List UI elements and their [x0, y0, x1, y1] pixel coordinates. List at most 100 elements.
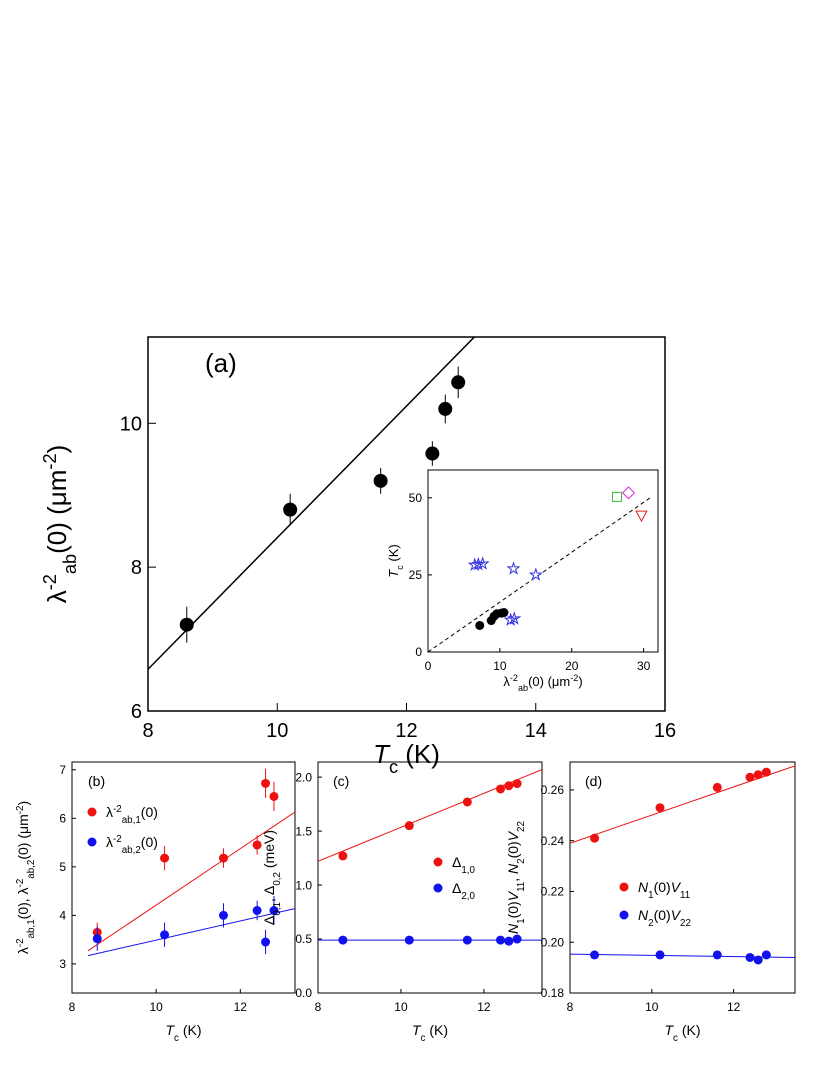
- plot-frame: [147, 336, 666, 712]
- point: [499, 608, 509, 618]
- text-part: 22: [680, 918, 691, 929]
- point: [712, 782, 722, 792]
- y-tick-label: 10: [120, 413, 142, 435]
- text-part: (K): [678, 1022, 701, 1038]
- legend-marker: [87, 807, 97, 817]
- point: [373, 473, 388, 488]
- legend-label: N1(0)V11: [638, 879, 690, 901]
- text-part: (0), λ: [15, 887, 31, 919]
- text-part: λ: [106, 804, 113, 820]
- text-part: -2: [570, 673, 578, 683]
- x-tick-label: 10: [149, 1000, 163, 1014]
- text-part: 0,1: [272, 902, 283, 916]
- text-part: ): [578, 674, 582, 689]
- point: [761, 767, 771, 777]
- x-tick-label: 12: [234, 1000, 248, 1014]
- point: [160, 930, 170, 940]
- text-part: (0): [141, 834, 158, 850]
- point: [438, 401, 453, 416]
- text-part: T: [165, 1022, 175, 1038]
- text-part: -2: [113, 804, 122, 815]
- x-tick-label: 14: [525, 720, 547, 742]
- point: [655, 950, 665, 960]
- text-part: N: [505, 863, 521, 874]
- text-part: (0): [505, 901, 521, 918]
- plot-frame: [427, 469, 659, 653]
- text-part: (K): [179, 1022, 202, 1038]
- text-part: 1,0: [461, 865, 475, 876]
- text-part: -2: [40, 453, 60, 469]
- x-tick-label: 12: [477, 1000, 491, 1014]
- text-part: ab: [518, 683, 528, 693]
- point: [462, 935, 472, 945]
- point: [252, 906, 262, 915]
- text-part: ab,2: [122, 845, 141, 856]
- y-tick-label: 1.0: [295, 878, 312, 892]
- legend-marker: [87, 837, 97, 847]
- text-part: λ: [15, 947, 31, 954]
- y-tick-label: 4: [59, 909, 66, 923]
- legend-marker: [619, 882, 629, 892]
- point: [218, 853, 228, 863]
- point: [404, 935, 414, 945]
- point: [761, 950, 771, 960]
- text-part: (0) (μm: [42, 470, 72, 554]
- y-tick-label: 2.0: [295, 770, 312, 784]
- point: [590, 950, 600, 960]
- fit-line: [87, 908, 295, 957]
- text-part: Δ: [261, 916, 277, 925]
- text-part: 1: [648, 890, 653, 901]
- point: [753, 955, 763, 965]
- y-tick-label: 0.0: [295, 986, 312, 1000]
- text-part: ab,2: [26, 860, 37, 879]
- legend-label: N2(0)V22: [638, 907, 691, 929]
- point: [283, 502, 298, 517]
- point: [160, 853, 170, 863]
- legend-marker: [433, 857, 443, 867]
- text-part: N: [505, 923, 521, 934]
- point: [269, 791, 279, 801]
- point: [475, 620, 485, 630]
- point: [179, 617, 194, 632]
- text-part: ab: [60, 554, 80, 574]
- point: [462, 797, 472, 807]
- text-part: Δ: [452, 880, 461, 896]
- text-part: 11: [516, 882, 527, 892]
- text-part: (K): [425, 1022, 448, 1038]
- text-part: c: [395, 565, 405, 570]
- text-part: -2: [113, 834, 122, 845]
- text-part: ,: [505, 874, 521, 882]
- text-part: λ: [503, 674, 510, 689]
- panel-label: (a): [205, 348, 237, 378]
- point: [504, 936, 514, 946]
- y-tick-label: 8: [131, 557, 142, 579]
- text-part: V: [505, 890, 521, 901]
- point: [745, 772, 755, 782]
- point: [451, 375, 466, 390]
- x-tick-label: 8: [315, 1000, 322, 1014]
- text-part: -2: [15, 879, 26, 888]
- text-part: (0): [141, 804, 158, 820]
- text-part: (K): [398, 739, 440, 769]
- text-part: 22: [516, 821, 527, 832]
- text-part: T: [664, 1022, 674, 1038]
- text-part: c: [389, 757, 398, 777]
- y-tick-label: 0.18: [541, 986, 565, 1000]
- point: [496, 784, 506, 794]
- point: [635, 510, 648, 523]
- text-part: (0): [505, 841, 521, 858]
- x-tick-label: 8: [142, 720, 153, 742]
- point: [655, 803, 665, 813]
- y-tick-label: 50: [409, 491, 423, 505]
- point: [590, 833, 600, 843]
- text-part: 2: [516, 858, 527, 863]
- text-part: 11: [680, 890, 690, 901]
- point: [92, 934, 102, 944]
- point: [504, 781, 514, 791]
- fit-line: [87, 811, 295, 952]
- x-tick-label: 30: [637, 659, 651, 673]
- text-part: T: [412, 1022, 422, 1038]
- x-axis-label: Tc (K): [412, 1022, 448, 1044]
